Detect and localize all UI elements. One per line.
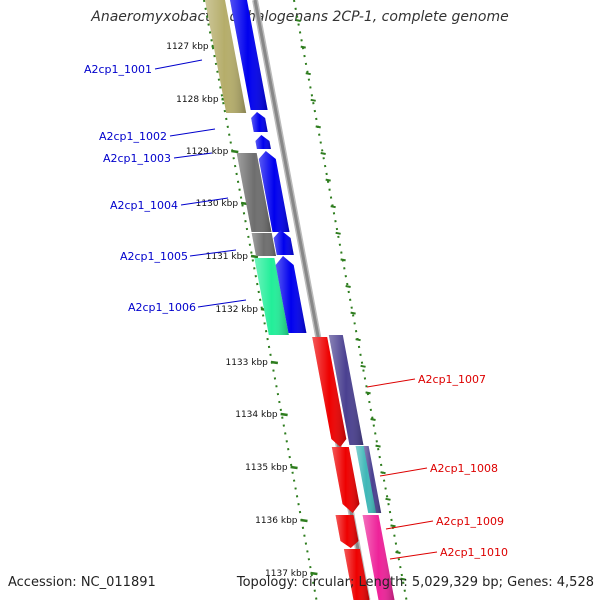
gene-label-a2cp1-1001: A2cp1_1001 [84,63,152,76]
topology-value: circular [301,575,350,590]
gene-label-a2cp1-1005: A2cp1_1005 [120,250,188,263]
inner-tick-ring [203,0,318,600]
outer-ring-mark [335,231,341,235]
gene-label-a2cp1-1006: A2cp1_1006 [128,301,196,314]
forward-gene-arrow [273,230,294,255]
genes-prefix: ; Genes: [498,575,557,590]
tick-label: 1130 kbp [196,199,239,209]
outer-ring-mark [390,524,396,528]
outer-ring-mark [400,577,406,581]
accession-value: NC_011891 [80,575,156,590]
indigo-feature [363,446,382,513]
outer-tick-ring [293,0,408,600]
gene-label-connector [189,249,237,257]
olive-feature [205,0,247,113]
gene-label-connector [366,378,416,388]
outer-ring-mark [355,338,361,342]
reverse-gene-arrow [331,447,360,513]
tick-label: 1135 kbp [245,463,288,473]
gene-label-a2cp1-1002: A2cp1_1002 [99,130,167,143]
gray-feature [236,153,272,232]
forward-gene-arrow [255,135,271,149]
outer-ring-mark [365,391,371,395]
gene-label-a2cp1-1008: A2cp1_1008 [430,462,498,475]
forward-gene-arrow [258,151,290,232]
gene-label-connector [385,520,434,530]
length-prefix: ; Length: [349,575,412,590]
tick-mark [280,412,288,417]
gene-label-a2cp1-1003: A2cp1_1003 [103,152,171,165]
outer-ring-mark [345,285,351,288]
gene-label-a2cp1-1004: A2cp1_1004 [110,199,178,212]
reverse-gene-arrow [335,515,359,548]
outer-ring-mark [385,497,391,501]
gene-label-a2cp1-1009: A2cp1_1009 [436,515,504,528]
tick-mark [310,571,318,576]
outer-ring-mark [315,125,321,129]
gene-label-connector [169,128,216,137]
reverse-gene-arrow [343,549,370,600]
tick-label: 1136 kbp [255,516,298,526]
genome-title: Anaeromyxobacter dehalogenans 2CP-1, com… [91,9,509,25]
gene-label-connector [173,152,213,159]
outer-ring-mark [360,364,366,368]
gene-label-connector [389,551,438,560]
outer-ring-mark [320,152,326,155]
gray-feature [251,233,276,256]
magenta-feature [362,515,395,600]
genes-value: 4,528 [556,575,594,590]
outer-ring-mark [295,19,301,22]
accession-prefix: Accession: [8,575,81,590]
tick-mark [231,149,239,154]
forward-gene-arrow [251,112,268,132]
genome-stats: Topology: circular; Length: 5,029,329 bp… [237,575,594,590]
gene-label-connector [197,299,247,308]
forward-gene-arrow [230,0,268,110]
accession-info: Accession: NC_011891 [8,575,156,590]
tick-label: 1134 kbp [235,410,278,420]
outer-ring-mark [395,551,401,554]
tick-label: 1128 kbp [176,95,219,105]
reverse-gene-arrow [312,337,347,447]
outer-ring-mark [340,258,346,262]
tick-mark [270,360,279,365]
gene-label-a2cp1-1010: A2cp1_1010 [440,546,508,559]
forward-gene-arrow [275,256,307,333]
outer-ring-mark [330,205,336,209]
gene-label-connector [154,59,203,70]
gene-label-a2cp1-1007: A2cp1_1007 [418,373,486,386]
outer-ring-mark [310,98,316,102]
length-value: 5,029,329 bp [411,575,499,590]
tick-label: 1132 kbp [216,305,259,315]
outer-ring-mark [370,418,376,421]
tick-mark [300,518,308,523]
tick-label: 1137 kbp [265,569,308,579]
outer-ring-mark [305,72,311,76]
outer-ring-mark [375,444,381,448]
mint-feature [254,258,289,335]
teal-feature [355,446,378,513]
outer-ring-mark [350,311,356,315]
tick-label: 1127 kbp [166,42,209,52]
tick-mark [250,254,259,259]
tick-label: 1133 kbp [225,358,268,368]
outer-ring-mark [300,45,306,49]
gene-label-connector [180,197,229,206]
topology-prefix: Topology: [236,575,302,590]
gene-label-connector [379,467,428,477]
indigo-feature [328,335,364,445]
outer-ring-mark [380,471,386,475]
outer-ring-mark [325,178,331,182]
tick-label: 1131 kbp [206,252,249,262]
tick-label: 1129 kbp [186,147,229,157]
tick-mark [290,465,298,470]
